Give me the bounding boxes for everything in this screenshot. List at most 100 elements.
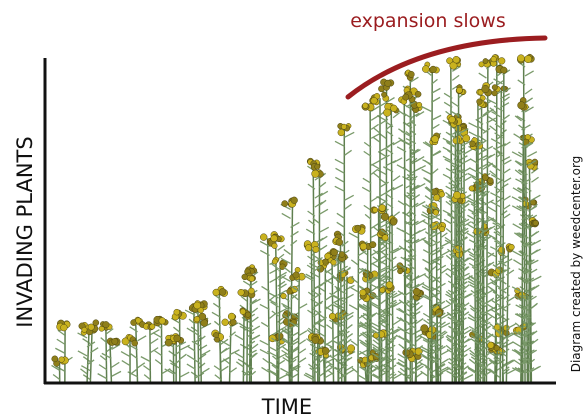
stem [313, 163, 315, 383]
flower [347, 277, 354, 284]
leaf [319, 236, 327, 241]
flower [373, 207, 378, 212]
leaf [155, 360, 162, 365]
expansion-arc [348, 38, 545, 97]
x-axis-label: TIME [261, 395, 312, 419]
leaf [319, 209, 328, 214]
annotation: expansion slows [350, 10, 505, 32]
leaf [298, 331, 307, 336]
diagram: expansion slows INVADING PLANTS TIME Dia… [0, 0, 586, 419]
leaf [393, 158, 402, 163]
leaf [337, 222, 345, 227]
flower [449, 116, 456, 123]
leaf [235, 353, 243, 358]
leaf [478, 114, 487, 119]
leaf [530, 250, 537, 255]
flower [415, 91, 421, 97]
flower [430, 66, 437, 73]
flower [533, 220, 539, 226]
flower [213, 332, 218, 337]
flower [470, 141, 476, 147]
flower [338, 129, 345, 136]
leaf [459, 156, 468, 161]
flower [370, 241, 376, 247]
y-axis-label: INVADING PLANTS [13, 136, 37, 327]
leaf [221, 348, 229, 353]
leaf [282, 213, 291, 218]
leaf [344, 204, 351, 209]
stem [338, 254, 339, 383]
flower [433, 210, 439, 216]
leaf [143, 366, 150, 371]
leaf [270, 277, 279, 282]
flower [482, 85, 490, 93]
leaf [349, 233, 358, 238]
flower [322, 347, 329, 354]
leaf [180, 354, 187, 359]
leaf [440, 251, 449, 256]
flower [174, 309, 180, 315]
leaf [192, 341, 201, 346]
leaf [236, 362, 243, 367]
leaf [416, 373, 423, 378]
flower [305, 245, 312, 252]
leaf [531, 177, 538, 182]
leaf [150, 339, 158, 344]
flower [390, 218, 397, 225]
leaf [512, 342, 520, 347]
leaf [111, 371, 121, 376]
leaf [416, 157, 424, 162]
flower [518, 102, 525, 109]
leaf [469, 132, 479, 137]
leaf [503, 259, 513, 264]
leaf [416, 166, 426, 171]
leaf [374, 128, 380, 133]
flower [404, 350, 410, 356]
stem [268, 238, 270, 383]
flower [364, 272, 369, 277]
stem [106, 326, 107, 383]
leaf [144, 375, 150, 380]
leaf [487, 304, 495, 309]
leaf [312, 326, 319, 331]
leaf [487, 286, 494, 291]
flower [313, 246, 319, 252]
leaf [446, 186, 455, 191]
leaf [377, 197, 387, 202]
flower [469, 186, 474, 191]
leaf [377, 116, 386, 121]
leaf [351, 260, 358, 265]
stem [311, 246, 313, 383]
stem [367, 294, 368, 383]
leaf [344, 294, 353, 299]
flower [492, 85, 497, 90]
flower [159, 318, 166, 325]
flower [174, 335, 181, 342]
leaf [463, 375, 473, 380]
leaf [99, 365, 107, 370]
leaf [491, 202, 501, 207]
stem [200, 320, 201, 383]
flower [222, 319, 229, 326]
flower [453, 191, 460, 198]
flower [281, 293, 287, 299]
flower [362, 103, 368, 109]
leaf [221, 366, 229, 371]
flower [280, 264, 286, 270]
flower [360, 243, 367, 250]
leaf [344, 195, 353, 200]
flower [347, 345, 354, 352]
flower [463, 135, 470, 142]
leaf [490, 126, 496, 131]
leaf [416, 229, 426, 234]
leaf [446, 168, 454, 173]
leaf [421, 106, 431, 111]
leaf [525, 71, 534, 76]
leaf [349, 287, 358, 292]
stem [136, 324, 138, 383]
leaf [319, 182, 325, 187]
flower [132, 340, 138, 346]
stem [379, 236, 380, 383]
plant-illustration [52, 54, 542, 383]
flower [381, 213, 389, 221]
